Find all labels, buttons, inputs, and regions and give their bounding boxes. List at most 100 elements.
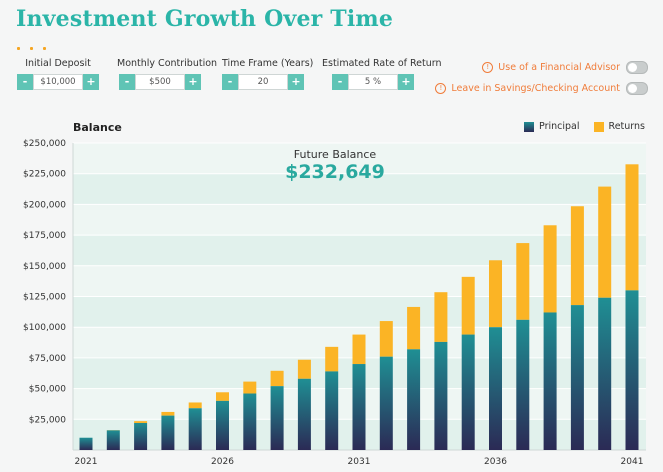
legend-item-returns: Returns [593,121,645,132]
returns-bar [489,260,502,328]
financial-advisor-toggle[interactable] [626,61,648,74]
y-tick-label: $150,000 [23,262,66,272]
principal-bar [134,422,148,450]
principal-bar [325,371,339,450]
savings-account-label: Leave in Savings/Checking Account [451,83,620,94]
returns-bar [161,411,175,416]
principal-bar [543,312,557,450]
savings-account-toggle-row: ! Leave in Savings/Checking Account [435,82,648,95]
savings-account-toggle[interactable] [626,82,648,95]
returns-bar [216,392,229,401]
returns-bar [188,402,202,409]
returns-bar [461,276,475,335]
principal-bar [352,364,366,450]
principal-bar [243,393,257,450]
info-icon[interactable]: ! [435,83,447,94]
y-tick-label: $75,000 [29,354,66,364]
legend-item-principal: Principal [524,121,580,132]
y-tick-label: $50,000 [29,385,66,395]
initial-deposit-control: Initial Deposit - $10,000 + [17,58,99,90]
y-tick-label: $100,000 [23,323,66,333]
principal-bar [625,290,639,450]
principal-bar [434,341,448,450]
rate-of-return-label: Estimated Rate of Return [322,58,442,69]
rate-of-return-decrement-button[interactable]: - [332,74,348,90]
principal-bar [188,408,202,450]
future-balance-panel: Future Balance $232,649 [260,148,410,183]
monthly-contribution-control: Monthly Contribution - $500 + [117,58,217,90]
legend-label-principal: Principal [539,121,580,132]
monthly-contribution-decrement-button[interactable]: - [119,74,135,90]
initial-deposit-label: Initial Deposit [25,58,91,69]
monthly-contribution-increment-button[interactable]: + [185,74,201,90]
principal-bar [598,297,612,450]
monthly-contribution-label: Monthly Contribution [117,58,218,69]
x-tick-label: 2041 [621,457,644,467]
principal-bar [161,415,175,450]
returns-bar [516,243,530,320]
y-tick-label: $225,000 [23,170,66,180]
principal-bar [270,386,284,450]
returns-bar [570,206,584,306]
future-balance-label: Future Balance [293,148,377,161]
initial-deposit-decrement-button[interactable]: - [17,74,33,90]
plot-band [73,173,646,205]
monthly-contribution-input[interactable]: $500 [135,74,185,90]
returns-bar [434,292,448,342]
rate-of-return-unit: % [373,77,382,87]
x-axis: 2021 2026 2031 2036 2041 [75,457,644,467]
time-frame-increment-button[interactable]: + [288,74,304,90]
principal-bar [106,430,120,450]
initial-deposit-input[interactable]: $10,000 [33,74,83,90]
returns-bar [625,164,639,291]
principal-bar [489,327,502,450]
plot-band [73,296,646,328]
principal-bar [461,334,475,450]
returns-bar [243,381,257,394]
returns-bar [598,186,612,298]
x-tick-label: 2026 [211,457,234,467]
y-tick-label: $25,000 [29,415,66,425]
time-frame-decrement-button[interactable]: - [222,74,238,90]
chart-legend: Principal Returns [510,121,645,132]
y-axis: $25,000 $50,000 $75,000 $100,000 $125,000 $15… [23,139,66,425]
y-tick-label: $200,000 [23,200,66,210]
rate-of-return-value: 5 [364,77,371,87]
principal-bar [516,319,530,450]
returns-bar [297,359,311,379]
legend-swatch-principal [524,121,535,132]
x-tick-label: 2031 [348,457,371,467]
time-frame-label: Time Frame (Years) [222,58,314,69]
info-icon[interactable]: ! [482,62,494,73]
returns-bar [407,306,421,350]
chart-title: Balance [73,121,122,134]
returns-bar [325,346,339,372]
y-tick-label: $125,000 [23,293,66,303]
x-tick-label: 2021 [75,457,98,467]
bar-series [79,164,639,450]
principal-bar [216,400,229,450]
financial-advisor-label: Use of a Financial Advisor [498,62,620,73]
initial-deposit-increment-button[interactable]: + [83,74,99,90]
plot-band [73,265,646,297]
returns-bar [352,334,366,365]
page-title: Investment Growth Over Time [16,6,394,32]
principal-bar [297,378,311,450]
principal-bar [79,437,93,450]
future-balance-value: $232,649 [285,161,385,183]
plot-band [73,204,646,236]
rate-of-return-input[interactable]: 5 % [348,74,398,90]
rate-of-return-control: Estimated Rate of Return - 5 % + [322,58,442,90]
returns-bar [379,321,393,357]
x-tick-label: 2036 [484,457,507,467]
time-frame-control: Time Frame (Years) - 20 + [222,58,313,90]
principal-bar [379,356,393,450]
legend-label-returns: Returns [608,121,645,132]
title-decoration-dots [17,35,56,54]
time-frame-input[interactable]: 20 [238,74,288,90]
principal-bar [570,305,584,450]
rate-of-return-increment-button[interactable]: + [398,74,414,90]
returns-bar [134,421,148,423]
financial-advisor-toggle-row: ! Use of a Financial Advisor [482,61,648,74]
